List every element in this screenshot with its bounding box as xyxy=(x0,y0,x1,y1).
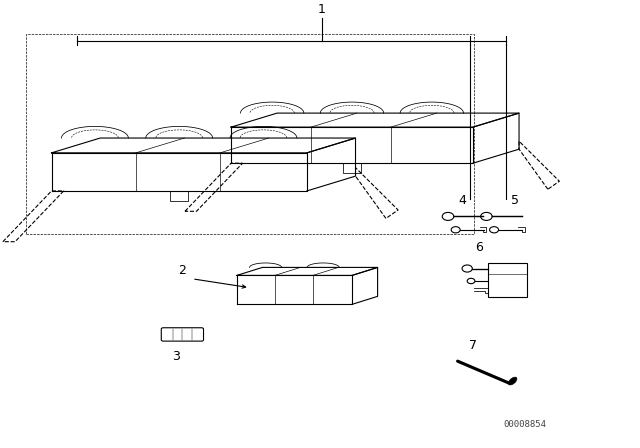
Bar xyxy=(170,191,188,202)
Text: 3: 3 xyxy=(172,350,180,363)
Text: 4: 4 xyxy=(458,194,466,207)
Text: 7: 7 xyxy=(468,339,477,352)
Text: 1: 1 xyxy=(318,3,326,16)
Text: 5: 5 xyxy=(511,194,519,207)
Text: 6: 6 xyxy=(475,241,483,254)
Bar xyxy=(488,263,527,297)
Text: 00008854: 00008854 xyxy=(503,420,547,429)
Text: 2: 2 xyxy=(179,264,186,277)
Bar xyxy=(344,163,361,173)
Ellipse shape xyxy=(508,377,517,385)
